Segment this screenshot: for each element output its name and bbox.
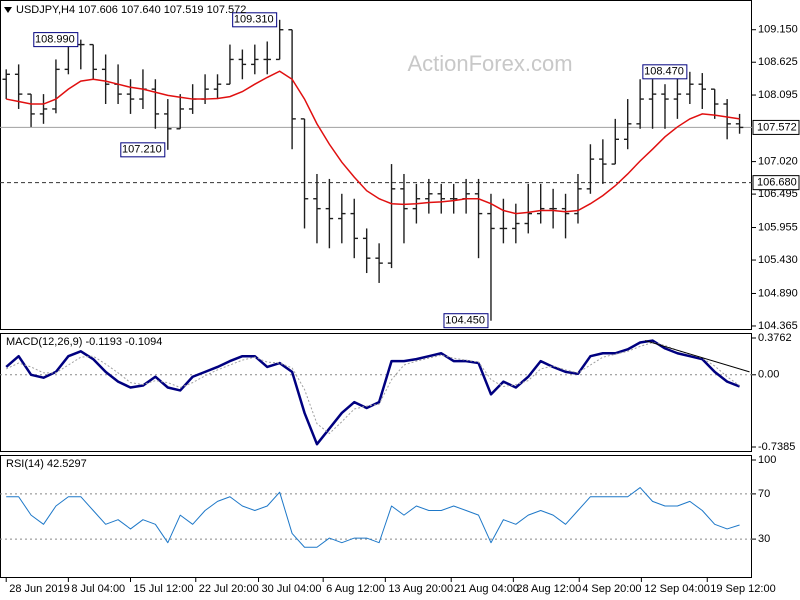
y-tick-label: 105.430 (758, 254, 798, 266)
indicator-line (6, 487, 740, 548)
x-tick-label: 13 Aug 20:00 (388, 583, 453, 595)
annotation-label: 108.470 (644, 66, 684, 78)
price-level-box (752, 119, 800, 135)
annotation-label: 108.990 (35, 34, 75, 46)
y-tick-label: 105.955 (758, 221, 798, 233)
y-tick-label: 0.3762 (758, 332, 792, 344)
y-tick-label: 0.00 (758, 369, 779, 381)
x-tick-label: 6 Aug 12:00 (326, 583, 385, 595)
y-tick-label: 104.365 (758, 320, 798, 332)
y-tick-label: 100 (758, 454, 776, 466)
annotation-box (443, 313, 489, 329)
annotation-label: 107.210 (122, 144, 162, 156)
x-tick-label: 8 Jul 04:00 (71, 583, 125, 595)
panel-title: RSI(14) 42.5297 (6, 458, 87, 470)
y-tick-label: 107.020 (758, 156, 798, 168)
x-tick-label: 19 Sep 12:00 (710, 583, 775, 595)
x-tick-label: 22 Jul 20:00 (199, 583, 259, 595)
x-tick-label: 12 Sep 04:00 (644, 583, 709, 595)
panel-frame (0, 0, 752, 330)
x-tick-label: 28 Jun 2019 (9, 583, 70, 595)
annotation-box (33, 32, 79, 48)
price-level-label: 106.680 (757, 177, 797, 189)
x-tick-label: 21 Aug 04:00 (454, 583, 519, 595)
watermark: ActionForex.com (407, 51, 572, 76)
panel-title: USDJPY,H4 107.606 107.640 107.519 107.57… (16, 4, 246, 16)
trend-line (644, 340, 750, 373)
annotation-box (232, 12, 278, 28)
annotation-label: 104.450 (445, 315, 485, 327)
y-tick-label: 70 (758, 488, 770, 500)
y-tick-label: -0.7385 (758, 441, 795, 453)
annotation-box (120, 142, 166, 158)
y-tick-label: 109.150 (758, 24, 798, 36)
y-tick-label: 108.095 (758, 89, 798, 101)
y-tick-label: 104.890 (758, 287, 798, 299)
x-tick-label: 28 Aug 12:00 (516, 583, 581, 595)
moving-average (6, 70, 740, 215)
annotation-label: 109.310 (234, 14, 274, 26)
panel-title: MACD(12,26,9) -0.1193 -0.1094 (6, 336, 162, 348)
x-tick-label: 30 Jul 04:00 (262, 583, 322, 595)
panel-frame (0, 333, 752, 452)
panel-frame (0, 455, 752, 578)
indicator-line (6, 342, 740, 434)
indicator-line (5, 339, 741, 446)
x-tick-label: 15 Jul 12:00 (134, 583, 194, 595)
price-level-box (752, 175, 800, 191)
y-tick-label: 106.495 (758, 188, 798, 200)
y-tick-label: 108.625 (758, 56, 798, 68)
symbol-icon (4, 7, 12, 13)
y-tick-label: 30 (758, 533, 770, 545)
price-level-label: 107.572 (757, 121, 797, 133)
x-tick-label: 4 Sep 20:00 (582, 583, 641, 595)
annotation-box (642, 64, 688, 80)
